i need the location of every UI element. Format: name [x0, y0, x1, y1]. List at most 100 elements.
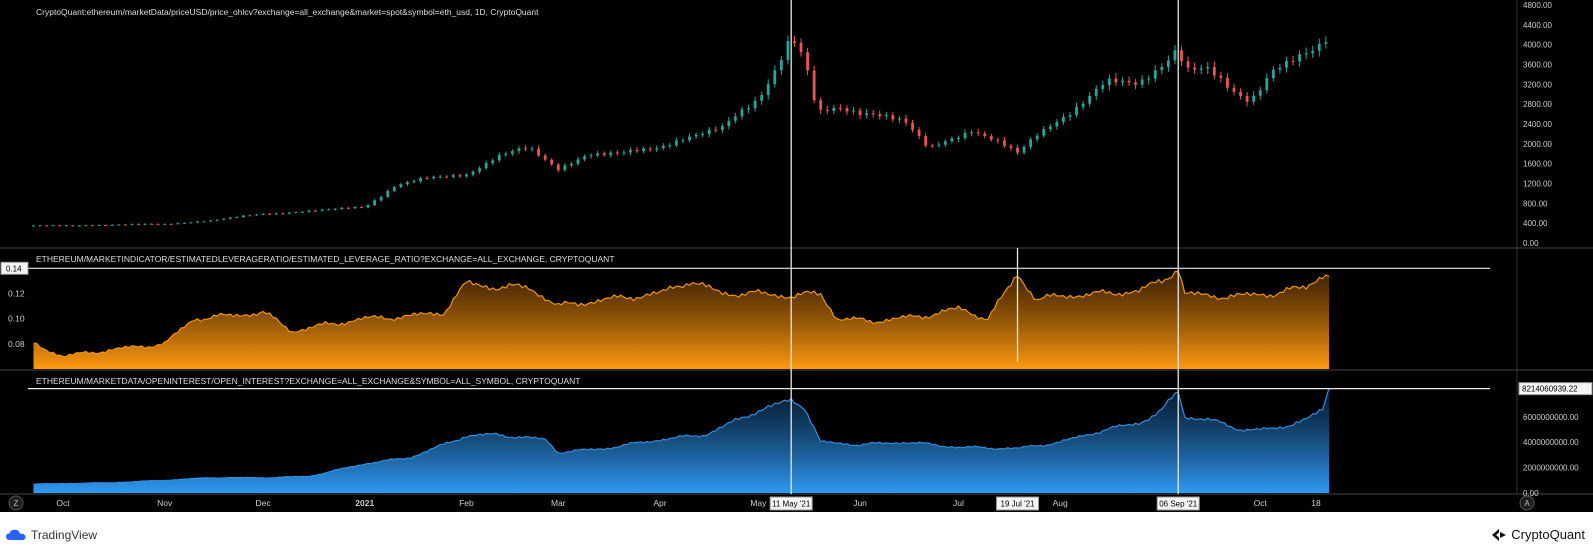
candle-body	[845, 108, 849, 112]
candle-body	[1252, 95, 1256, 102]
candle-body	[176, 223, 180, 225]
tradingview-brand[interactable]: TradingView	[6, 528, 97, 542]
candle-body	[1317, 43, 1321, 51]
candle-body	[556, 164, 560, 171]
x-tick-label: Jun	[853, 498, 867, 508]
candle-body	[169, 223, 173, 225]
candle-body	[445, 176, 449, 178]
series-area-fill	[33, 271, 1330, 369]
candle-body	[248, 215, 252, 217]
candle-body	[202, 221, 206, 223]
candle-body	[51, 225, 55, 227]
x-axis: Oct Nov Dec 2021 Feb Mar Apr May Jun Jul Aug Oct 18 1…	[56, 496, 1321, 511]
candle-body	[301, 211, 304, 213]
candle-body	[123, 224, 127, 226]
candle-body	[963, 132, 967, 138]
price-tick-label: 2400.00	[1523, 120, 1552, 129]
candle-body	[1180, 50, 1183, 62]
x-tick-label: Feb	[459, 498, 474, 508]
oi-value-label: 8214060939.22	[1522, 385, 1578, 394]
candle-body	[734, 116, 737, 121]
candle-body	[1062, 116, 1065, 123]
candle-body	[694, 134, 698, 137]
candle-body	[189, 222, 193, 224]
oi-tick-label: 2000000000.00	[1523, 464, 1579, 473]
leverage-value-tag	[0, 261, 29, 275]
candle-body	[215, 219, 219, 221]
auto-scale-badge[interactable]: A	[1519, 495, 1535, 511]
candle-body	[1002, 140, 1006, 146]
candle-body	[517, 148, 521, 152]
price-tick-label: 4800.00	[1523, 1, 1552, 10]
candle-body	[681, 140, 685, 142]
candle-body	[629, 149, 632, 153]
candle-body	[648, 148, 652, 150]
cryptoquant-brand[interactable]: CryptoQuant	[1492, 527, 1585, 542]
candle-body	[838, 107, 842, 109]
candle-body	[537, 148, 541, 156]
candle-body	[1245, 95, 1249, 102]
x-tick-label: May	[750, 498, 767, 508]
candle-body	[615, 152, 619, 154]
candle-body	[399, 184, 403, 188]
candle-body	[884, 115, 888, 117]
cryptoquant-logo-icon	[1492, 528, 1507, 541]
candle-body	[71, 225, 75, 227]
candle-body	[143, 223, 147, 225]
candle-body	[707, 129, 711, 135]
candle-body	[858, 110, 862, 115]
x-tick-label: Jul	[953, 498, 964, 508]
leverage-tick-label: 0.10	[8, 314, 25, 324]
candle-body	[674, 140, 678, 146]
candle-body	[327, 209, 331, 211]
candle-body	[32, 225, 35, 227]
candle-body	[1186, 61, 1190, 68]
price-tick-label: 2800.00	[1523, 100, 1552, 109]
price-tick-label: 4400.00	[1523, 21, 1552, 30]
candle-body	[346, 207, 350, 209]
oi-value-tag	[1518, 382, 1593, 396]
candle-body	[1258, 90, 1262, 96]
candle-body	[314, 210, 317, 212]
candle-body	[779, 59, 783, 71]
candle-body	[78, 225, 81, 227]
candle-body	[747, 108, 750, 110]
candle-body	[983, 133, 987, 137]
candle-body	[163, 223, 167, 225]
cryptoquant-label: CryptoQuant	[1511, 527, 1585, 542]
marker-date-tag	[769, 496, 813, 511]
oi-tick-label: 4000000000.00	[1523, 438, 1579, 447]
candle-body	[661, 145, 665, 149]
candle-body	[458, 175, 462, 177]
price-tick-label: 2000.00	[1523, 140, 1552, 149]
candle-body	[970, 132, 973, 134]
price-tick-label: 4000.00	[1523, 41, 1552, 50]
candlestick-series	[32, 35, 1328, 227]
candle-body	[825, 109, 829, 111]
price-tick-label: 1600.00	[1523, 160, 1552, 169]
candle-body	[209, 220, 213, 222]
x-tick-label: 2021	[355, 498, 374, 508]
candle-body	[904, 118, 908, 123]
candle-body	[451, 175, 455, 177]
marker-date-label: 19 Jul '21	[1001, 500, 1036, 509]
left-scale-badge[interactable]: Z	[8, 495, 24, 511]
candle-body	[1121, 80, 1124, 83]
price-pane-title: CryptoQuant:ethereum/marketData/priceUSD…	[36, 7, 539, 17]
candle-body	[235, 217, 239, 219]
candle-body	[766, 84, 770, 95]
candle-body	[406, 182, 409, 185]
candle-body	[642, 148, 645, 152]
candle-body	[1055, 122, 1059, 127]
x-tick-label: Oct	[56, 498, 70, 508]
candle-body	[550, 159, 554, 165]
candle-body	[1035, 135, 1039, 140]
series-line	[33, 270, 1330, 358]
candle-body	[38, 225, 42, 227]
y-axes: 4800.00 4400.00 4000.00 3600.00 3200.00 2800.…	[0, 1, 1593, 498]
vertical-markers	[28, 0, 1490, 494]
candle-body	[471, 171, 475, 175]
candle-body	[117, 224, 121, 226]
tradingview-label: TradingView	[31, 528, 98, 542]
